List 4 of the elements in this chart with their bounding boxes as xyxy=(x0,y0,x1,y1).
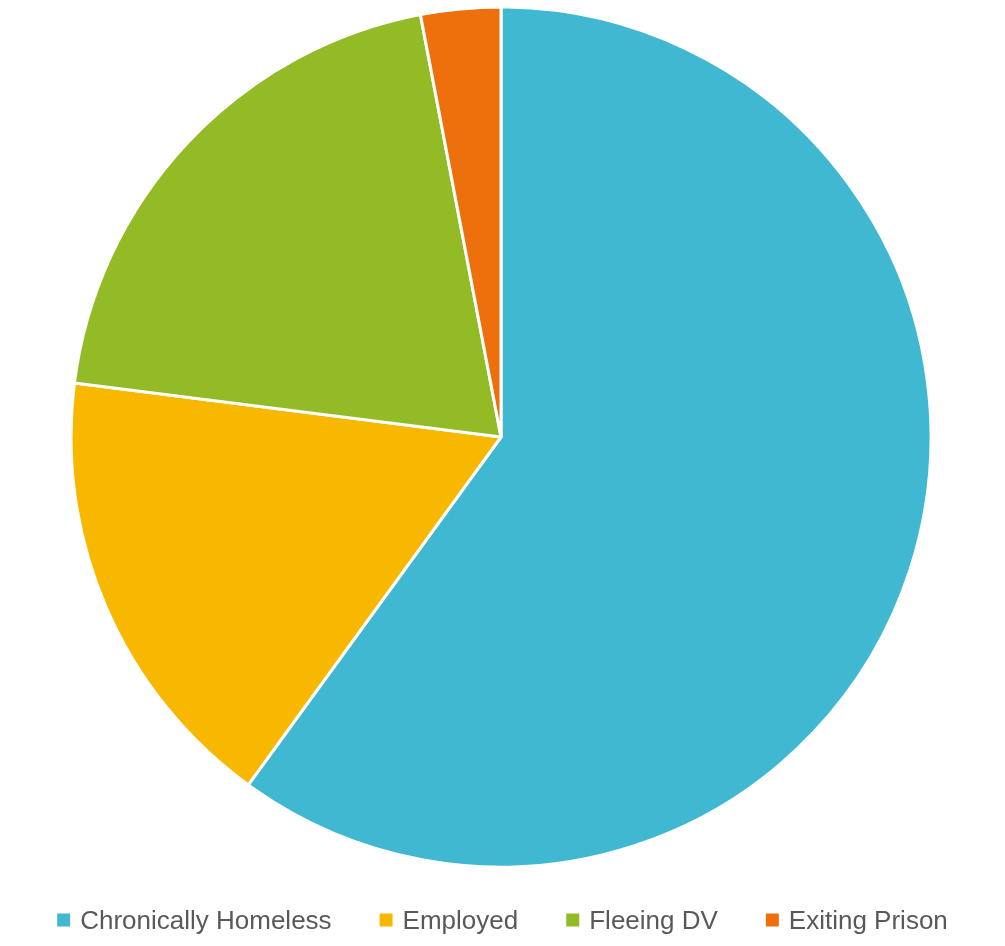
legend-label: Employed xyxy=(402,905,519,935)
legend-label: Exiting Prison xyxy=(788,905,948,935)
legend-label: Fleeing DV xyxy=(589,905,719,935)
legend-label: Chronically Homeless xyxy=(80,905,332,935)
